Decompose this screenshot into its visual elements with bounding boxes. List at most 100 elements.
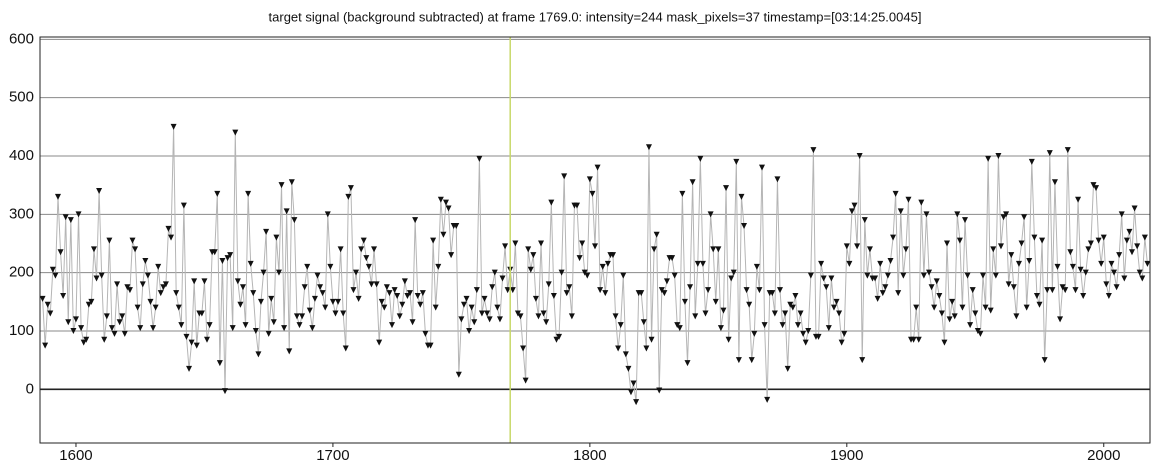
marker	[222, 388, 228, 395]
marker	[260, 269, 267, 276]
marker	[144, 272, 151, 279]
marker	[851, 202, 858, 209]
marker	[962, 217, 968, 224]
marker	[633, 399, 640, 406]
marker	[234, 278, 241, 285]
marker	[150, 325, 157, 332]
marker	[489, 284, 496, 291]
marker	[70, 328, 77, 334]
marker	[630, 380, 637, 387]
marker	[98, 272, 105, 279]
marker	[1064, 147, 1071, 154]
marker	[358, 246, 365, 253]
marker	[1000, 214, 1007, 221]
marker	[802, 339, 809, 346]
marker	[566, 284, 573, 291]
marker	[90, 246, 97, 253]
marker	[810, 147, 817, 154]
marker	[494, 304, 501, 311]
marker	[553, 336, 560, 343]
marker	[478, 310, 485, 317]
marker	[180, 202, 187, 209]
marker	[926, 269, 933, 276]
marker	[1051, 179, 1058, 186]
marker	[96, 188, 103, 194]
marker	[139, 281, 146, 288]
marker	[1113, 284, 1120, 291]
marker	[329, 298, 336, 305]
marker	[594, 164, 601, 171]
marker	[306, 307, 313, 314]
marker	[707, 211, 714, 218]
plot-frame	[39, 36, 1151, 444]
marker	[466, 328, 473, 334]
marker	[427, 342, 434, 349]
marker	[622, 351, 629, 358]
marker	[597, 287, 604, 294]
marker	[995, 153, 1002, 159]
marker	[1129, 249, 1136, 256]
marker	[538, 240, 545, 247]
marker	[335, 298, 342, 305]
marker	[741, 223, 748, 229]
marker	[838, 339, 845, 346]
marker	[391, 287, 398, 294]
marker	[273, 234, 280, 241]
marker	[1116, 252, 1123, 259]
marker	[404, 293, 411, 299]
marker	[401, 278, 408, 285]
marker	[1057, 316, 1064, 323]
marker	[342, 345, 349, 352]
marker	[1077, 266, 1084, 273]
marker	[40, 295, 46, 302]
marker	[170, 123, 177, 130]
marker	[268, 295, 275, 302]
marker	[417, 301, 424, 308]
marker	[866, 246, 873, 253]
marker	[1087, 240, 1094, 247]
marker	[584, 272, 591, 279]
marker	[1072, 287, 1079, 294]
marker	[879, 290, 886, 297]
marker	[121, 330, 128, 337]
marker	[299, 313, 306, 320]
marker	[304, 263, 311, 270]
marker	[643, 345, 650, 352]
marker	[108, 325, 115, 332]
marker	[805, 328, 812, 334]
marker	[1008, 252, 1015, 259]
marker	[777, 287, 783, 294]
marker	[797, 310, 804, 317]
marker	[936, 293, 943, 299]
marker	[168, 234, 175, 241]
marker	[820, 275, 827, 282]
marker	[1075, 196, 1082, 203]
marker	[186, 365, 193, 372]
marker	[65, 319, 72, 326]
marker	[275, 269, 282, 276]
marker	[774, 176, 781, 183]
marker	[389, 322, 396, 329]
marker	[1082, 269, 1089, 276]
marker	[679, 190, 686, 197]
marker	[224, 255, 231, 262]
marker	[830, 304, 837, 311]
marker	[57, 249, 64, 256]
marker	[651, 246, 658, 253]
marker	[532, 295, 539, 302]
marker	[833, 298, 840, 305]
marker	[332, 310, 339, 317]
marker	[265, 330, 272, 337]
marker	[116, 319, 123, 326]
marker	[825, 325, 832, 332]
marker	[759, 164, 766, 171]
marker	[296, 322, 303, 329]
marker	[448, 252, 455, 259]
marker	[1069, 263, 1076, 270]
marker	[699, 260, 706, 267]
marker	[471, 319, 478, 326]
series-line	[42, 126, 1148, 403]
marker	[738, 193, 745, 200]
marker	[407, 290, 413, 297]
marker	[522, 377, 529, 384]
